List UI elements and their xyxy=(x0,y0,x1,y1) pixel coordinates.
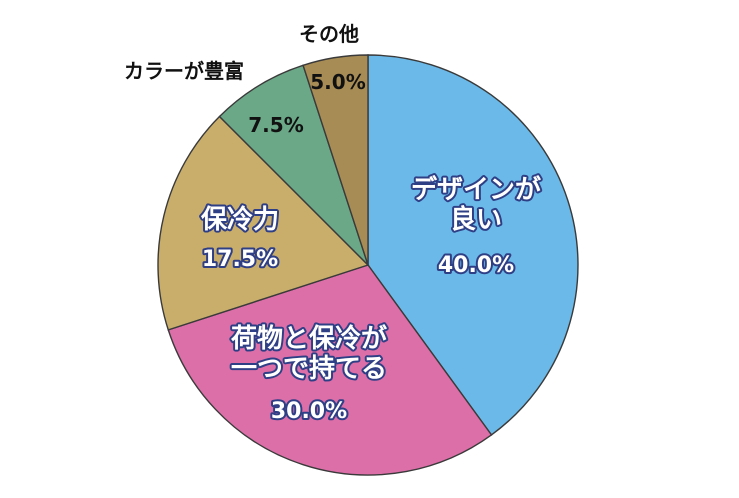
pie-slice xyxy=(218,64,369,266)
pie-slice xyxy=(302,54,369,266)
pie-labels: デザインが良い 40.0% 荷物と保冷が一つで持てる 30.0% 保冷力 17.5% カラー… xyxy=(124,22,543,426)
slice-label: 保冷力 xyxy=(200,204,279,235)
pie-slice xyxy=(367,54,579,436)
slice-label: カラーが豊富 xyxy=(124,59,244,83)
slice-value-label: 17.5% xyxy=(202,247,278,272)
slice-value-label: 5.0% xyxy=(310,70,365,94)
slice-label: 荷物と保冷が一つで持てる xyxy=(231,323,387,384)
slice-value-label: 7.5% xyxy=(248,113,303,137)
pie-slices xyxy=(157,54,579,476)
pie-slice xyxy=(157,115,370,331)
slice-value-label: 40.0% xyxy=(438,253,514,278)
slice-label: その他 xyxy=(299,22,359,46)
slice-value-label: 30.0% xyxy=(271,399,347,424)
pie-slice xyxy=(167,264,493,476)
slice-label: デザインが良い xyxy=(411,174,541,235)
